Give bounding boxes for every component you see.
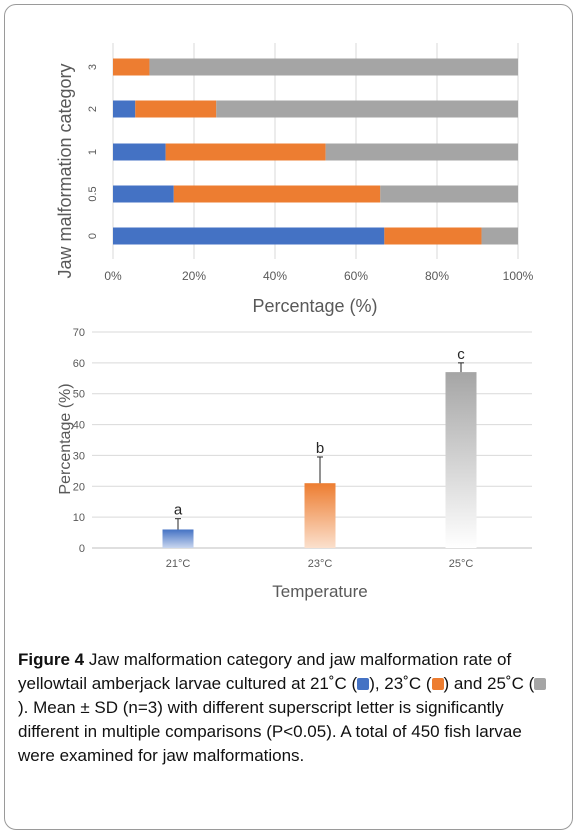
chart2-y-tick-label: 30 xyxy=(73,450,85,462)
chart2-significance-letter: b xyxy=(316,440,324,457)
chart1-bar-segment xyxy=(384,227,482,245)
chart1-x-tick-label: 20% xyxy=(182,269,206,283)
chart2-y-tick-label: 20 xyxy=(73,481,85,493)
caption-figure-label: Figure 4 xyxy=(18,650,85,669)
chart2-y-tick-label: 10 xyxy=(73,512,85,524)
chart2-bar xyxy=(162,529,194,548)
chart1-bar-segment xyxy=(165,143,326,161)
chart2-category-label: 23°C xyxy=(308,558,333,570)
chart1-category-label: 0 xyxy=(87,233,99,239)
chart2-bars: a b c xyxy=(162,346,477,548)
chart2-y-tick-label: 60 xyxy=(73,358,85,370)
chart2-y-tick-labels: 0 10 20 30 40 50 60 70 xyxy=(73,327,85,555)
chart1-bar-segment xyxy=(113,143,166,161)
chart1-x-tick-label: 0% xyxy=(104,269,122,283)
chart1-category-label: 3 xyxy=(87,64,99,70)
malformation-category-chart: 3 2 1 0.5 0 0% 20% 40% 60% 80% 100% Jaw malformat… xyxy=(55,43,534,316)
chart2-category-label: 21°C xyxy=(166,558,191,570)
blue-swatch-icon xyxy=(357,678,370,690)
chart1-category-labels: 3 2 1 0.5 0 xyxy=(87,64,99,239)
chart1-bar-segment xyxy=(113,227,385,245)
chart1-x-tick-label: 60% xyxy=(344,269,368,283)
chart1-category-label: 1 xyxy=(87,149,99,155)
chart1-x-tick-label: 80% xyxy=(425,269,449,283)
chart2-significance-letter: a xyxy=(174,502,183,519)
chart1-bar-segment xyxy=(481,227,518,245)
caption-text-1: Jaw malformation category and jaw malfor… xyxy=(18,650,512,693)
gray-swatch-icon xyxy=(534,678,547,690)
chart2-y-tick-label: 50 xyxy=(73,389,85,401)
figure-frame xyxy=(4,4,573,830)
chart2-bar xyxy=(445,372,477,548)
chart1-bar-segment xyxy=(113,58,150,76)
chart1-bar-segment xyxy=(135,100,217,118)
chart1-category-label: 2 xyxy=(87,106,99,112)
chart1-category-label: 0.5 xyxy=(87,186,99,201)
chart1-x-tick-label: 100% xyxy=(503,269,534,283)
chart2-y-tick-label: 70 xyxy=(73,327,85,339)
chart2-category-label: 25°C xyxy=(449,558,474,570)
chart1-x-axis-label: Percentage (%) xyxy=(252,296,377,316)
chart2-significance-letter: c xyxy=(457,346,465,363)
chart1-bar-segment xyxy=(380,185,518,203)
caption-text-2: ), 23˚C ( xyxy=(369,674,432,693)
chart1-gridlines xyxy=(112,43,519,259)
malformation-rate-chart: 0 10 20 30 40 50 60 70 a b c 21°C 23°C 25°C Percent… xyxy=(57,327,532,601)
chart1-bar-segment xyxy=(149,58,518,76)
chart2-y-tick-label: 40 xyxy=(73,420,85,432)
chart2-bar xyxy=(304,483,336,548)
figure-caption: Figure 4 Jaw malformation category and j… xyxy=(18,648,550,768)
chart1-y-axis-label: Jaw malformation category xyxy=(55,63,75,278)
chart1-bar-segment xyxy=(216,100,518,118)
orange-swatch-icon xyxy=(431,678,444,690)
chart2-y-tick-label: 0 xyxy=(79,543,85,555)
chart2-x-axis-label: Temperature xyxy=(272,582,367,601)
chart2-category-labels: 21°C 23°C 25°C xyxy=(166,558,474,570)
caption-text-3: ) and 25˚C ( xyxy=(443,674,535,693)
chart1-bar-segment xyxy=(113,100,136,118)
chart2-y-axis-label: Percentage (%) xyxy=(57,383,74,494)
chart1-bar-segment xyxy=(173,185,381,203)
chart1-bar-segment xyxy=(113,185,174,203)
chart1-bars xyxy=(113,58,518,245)
figure-charts: 3 2 1 0.5 0 0% 20% 40% 60% 80% 100% Jaw malformat… xyxy=(55,43,534,601)
chart1-x-tick-labels: 0% 20% 40% 60% 80% 100% xyxy=(104,269,533,283)
chart1-x-tick-label: 40% xyxy=(263,269,287,283)
chart1-bar-segment xyxy=(325,143,518,161)
caption-text-4: ). Mean ± SD (n=3) with different supers… xyxy=(18,698,522,765)
